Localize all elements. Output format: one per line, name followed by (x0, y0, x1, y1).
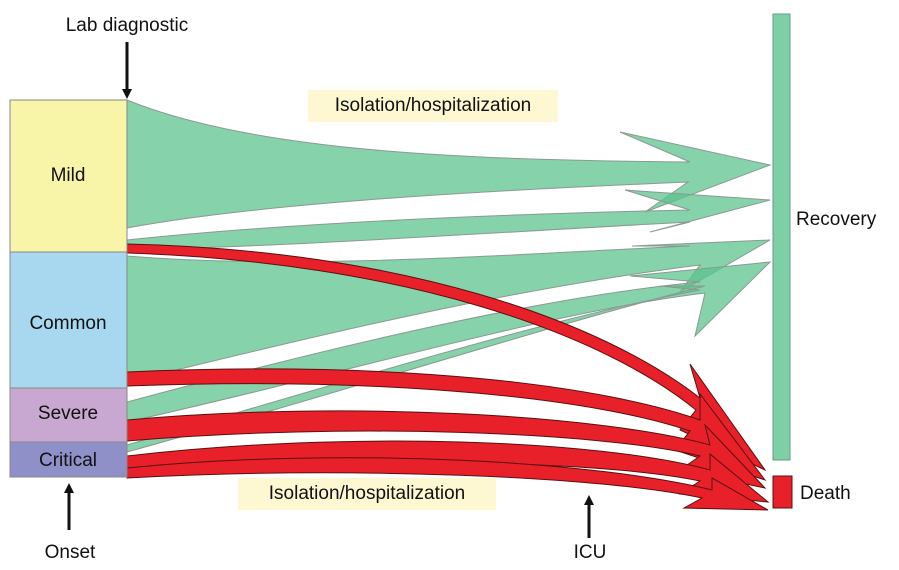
flow-label: Isolation/hospitalization (335, 95, 531, 116)
stage-label: Severe (38, 403, 98, 424)
stage-box (9, 441, 128, 478)
marker-label: Onset (45, 542, 96, 563)
marker-label: ICU (574, 542, 607, 563)
recovery-bar (772, 13, 791, 461)
label-highlight (308, 90, 558, 122)
death-flows (126, 243, 770, 511)
stage-label: Critical (39, 450, 97, 471)
outcome-label: Recovery (796, 209, 877, 230)
marker-label: Lab diagnostic (66, 15, 189, 36)
label-highlight (238, 478, 496, 510)
recovery-flows (126, 99, 772, 453)
outcome-label: Death (800, 483, 851, 504)
flow-label: Isolation/hospitalization (269, 483, 465, 504)
stage-label: Common (29, 313, 106, 334)
death-box (772, 475, 793, 509)
stage-label: Mild (51, 165, 86, 186)
